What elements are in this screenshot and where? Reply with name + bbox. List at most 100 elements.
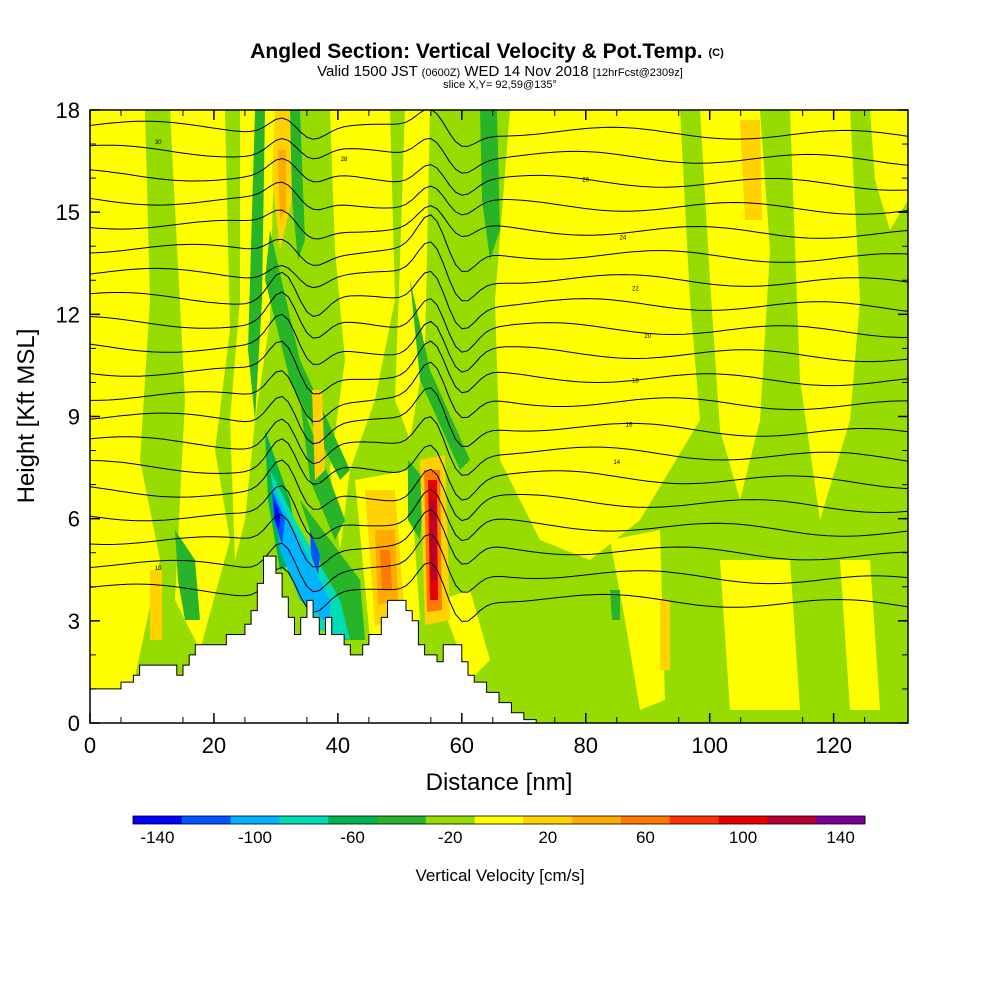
colorbar-swatch xyxy=(328,816,378,824)
velocity-field: 30 28 26 24 22 20 18 16 14 10 xyxy=(90,110,908,723)
isentrope-line xyxy=(90,205,908,240)
isentrope-line xyxy=(90,241,908,302)
updraft-orange xyxy=(278,150,286,220)
updraft-dark xyxy=(430,500,436,580)
updraft-orange xyxy=(380,550,392,590)
colorbar-tick-label: -20 xyxy=(438,828,463,847)
colorbar-swatch xyxy=(279,816,329,824)
colorbar-label: Vertical Velocity [cm/s] xyxy=(415,866,584,885)
updraft-orange xyxy=(740,120,762,220)
x-tick-label: 0 xyxy=(84,733,96,758)
colorbar-swatch xyxy=(523,816,573,824)
band-green xyxy=(175,530,200,620)
contour-label: 10 xyxy=(155,566,162,572)
band-green xyxy=(265,230,350,480)
y-tick-label: 3 xyxy=(68,609,80,634)
band-yellow xyxy=(870,110,908,230)
band-yellow xyxy=(495,110,700,560)
x-axis: 0 20 40 60 80 100 120 xyxy=(84,110,866,758)
x-tick-label: 80 xyxy=(574,733,598,758)
isentrope-line xyxy=(90,533,908,593)
isentrope-line xyxy=(90,291,908,353)
isentrope-line xyxy=(90,181,908,216)
y-tick-label: 12 xyxy=(56,302,80,327)
band-yellow xyxy=(790,110,860,520)
band-green xyxy=(290,110,305,260)
colorbar-frame xyxy=(132,815,866,825)
colorbar-swatch xyxy=(230,816,280,824)
colorbar-tick-label: 60 xyxy=(636,828,655,847)
isentrope-line xyxy=(90,157,908,196)
contour-label: 30 xyxy=(155,140,162,146)
x-tick-label: 60 xyxy=(450,733,474,758)
terrain xyxy=(90,555,908,723)
band-yellow xyxy=(720,560,800,710)
colorbar-swatch xyxy=(425,816,476,824)
colorbar-swatch xyxy=(767,816,817,824)
y-tick-label: 6 xyxy=(68,507,80,532)
isentrope-line xyxy=(90,509,908,568)
isentrope-line xyxy=(90,438,908,501)
colorbar-swatch xyxy=(572,816,622,824)
colorbar-swatch xyxy=(669,816,720,824)
isentrope-line xyxy=(90,361,908,423)
contour-label: 20 xyxy=(644,334,651,340)
chart-subtitle-slice: slice X,Y= 92,59@135° xyxy=(443,79,557,91)
colorbar-tick-label: 140 xyxy=(826,828,854,847)
isentrope-line xyxy=(90,313,908,373)
colorbar-swatch xyxy=(474,816,524,824)
contour-lines xyxy=(90,110,908,622)
isentrope-line xyxy=(90,137,908,174)
colorbar-tick-label: -140 xyxy=(140,828,174,847)
contour-label: 24 xyxy=(620,235,627,241)
chart-subtitle: Valid 1500 JST (0600Z) WED 14 Nov 2018 [… xyxy=(317,63,683,80)
contour-label: 26 xyxy=(582,178,589,184)
chart-title: Angled Section: Vertical Velocity & Pot.… xyxy=(250,40,724,63)
band-yellow xyxy=(90,110,160,700)
colorbar-swatch xyxy=(718,816,768,824)
downdraft-blue xyxy=(310,530,320,575)
downdraft-cyan xyxy=(270,470,350,640)
y-axis: 0 3 6 9 12 15 18 xyxy=(56,98,908,736)
colorbar-tick-label: -100 xyxy=(238,828,272,847)
band-yellow xyxy=(610,530,665,710)
contour-labels: 30 28 26 24 22 20 18 16 14 10 xyxy=(155,140,652,572)
band-green xyxy=(410,280,470,470)
contour-label: 28 xyxy=(341,157,348,163)
contour-label: 18 xyxy=(632,378,639,384)
colorbar-tick-label: -60 xyxy=(340,828,365,847)
colorbar-swatch xyxy=(181,816,232,824)
isentrope-line xyxy=(90,340,908,395)
band-green xyxy=(610,590,620,620)
x-tick-label: 100 xyxy=(691,733,728,758)
contour-label: 16 xyxy=(626,423,633,429)
colorbar: -140 -100 -60 -20 20 60 100 140 xyxy=(132,815,866,847)
colorbar-tick-label: 100 xyxy=(729,828,757,847)
updraft-orange xyxy=(660,600,670,670)
contour-label: 14 xyxy=(613,460,620,466)
y-axis-label: Height [Kft MSL] xyxy=(13,329,40,504)
band-green xyxy=(300,500,365,640)
updraft-orange xyxy=(150,570,162,640)
isentrope-line xyxy=(90,387,908,447)
band-yellow xyxy=(440,590,490,680)
isentrope-line xyxy=(90,110,908,147)
x-tick-label: 20 xyxy=(202,733,226,758)
isentrope-line xyxy=(90,214,908,272)
x-tick-label: 40 xyxy=(326,733,350,758)
x-axis-label: Distance [nm] xyxy=(426,769,573,796)
y-tick-label: 9 xyxy=(68,405,80,430)
band-yellow xyxy=(330,110,395,550)
updraft-orange xyxy=(312,390,325,480)
colorbar-swatch xyxy=(621,816,671,824)
colorbar-swatch xyxy=(816,816,866,824)
colorbar-swatch xyxy=(133,816,183,824)
band-yellow xyxy=(840,560,880,710)
isentrope-line xyxy=(90,270,908,330)
y-tick-label: 18 xyxy=(56,98,80,123)
isentrope-line xyxy=(90,416,908,476)
contour-label: 22 xyxy=(632,286,639,292)
y-tick-label: 15 xyxy=(56,200,80,225)
colorbar-swatch xyxy=(377,816,427,824)
